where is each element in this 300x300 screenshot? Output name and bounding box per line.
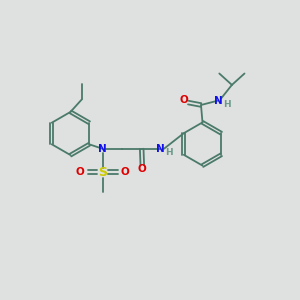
Text: H: H [223,100,231,109]
Text: N: N [156,144,165,154]
Text: O: O [138,164,147,175]
Text: O: O [180,95,189,105]
Text: O: O [76,167,85,177]
Text: S: S [98,166,107,179]
Text: N: N [98,144,107,154]
Text: N: N [214,95,223,106]
Text: H: H [165,148,172,157]
Text: O: O [121,167,130,177]
